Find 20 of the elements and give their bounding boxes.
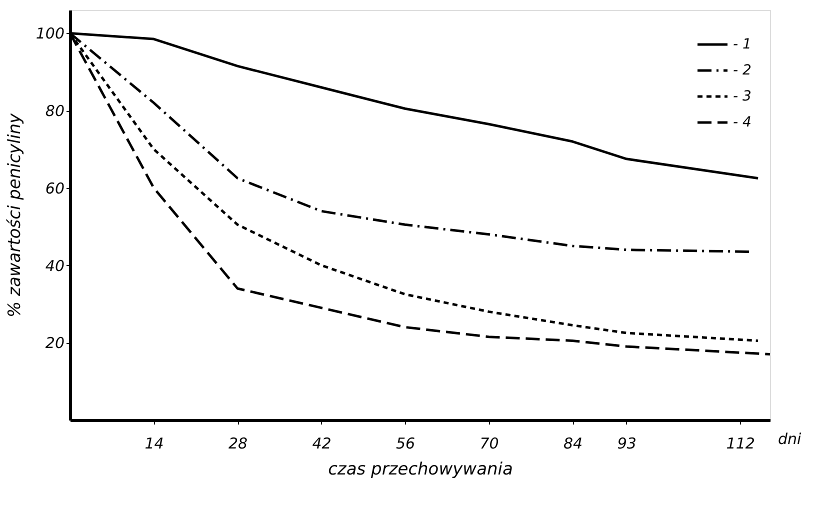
- y-tick-label: 40: [45, 256, 64, 275]
- legend-label: - 1: [733, 36, 752, 52]
- x-axis-title: czas przechowywania: [328, 460, 513, 480]
- x-tick-label: 112: [726, 434, 755, 452]
- legend-label: - 2: [733, 62, 752, 78]
- x-tick-label: 93: [617, 434, 636, 452]
- x-tick-label: 28: [228, 434, 248, 452]
- x-tick-label: 84: [564, 434, 583, 452]
- x-tick-label: 42: [312, 434, 332, 452]
- legend-label: - 4: [733, 114, 752, 130]
- y-tick-label: 20: [45, 334, 64, 352]
- y-tick-label: 100: [36, 24, 64, 43]
- text: dni: [778, 430, 802, 448]
- y-tick-label: 60: [45, 179, 64, 198]
- y-tick-label: 80: [45, 102, 64, 120]
- x-tick-label: 70: [480, 434, 499, 452]
- x-tick-label: 14: [144, 434, 164, 452]
- x-tick-label: 56: [396, 434, 416, 452]
- y-axis-title: % zawartości penicyliny: [4, 112, 25, 318]
- legend-label: - 3: [733, 88, 752, 104]
